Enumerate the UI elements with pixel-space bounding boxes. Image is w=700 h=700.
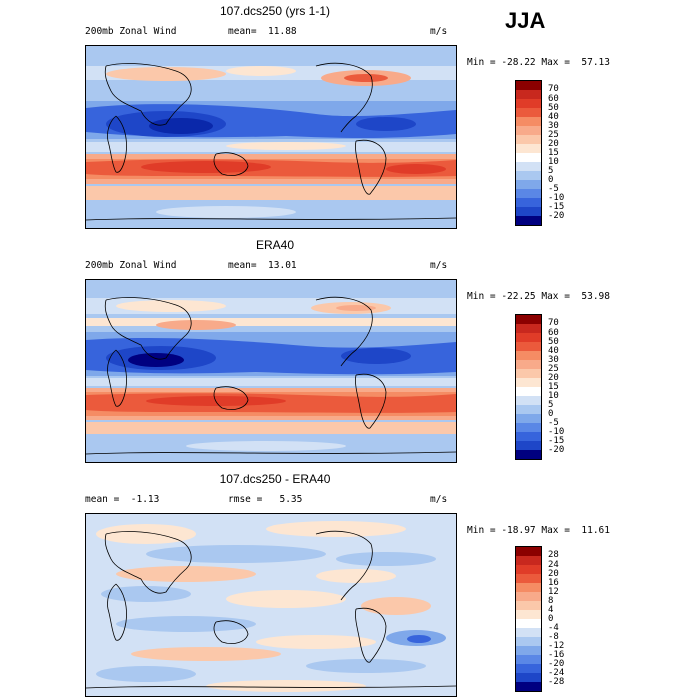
- tick-label: -20: [548, 445, 565, 455]
- tick-label: -5: [548, 184, 559, 194]
- panel-3-minmax: Min = -18.97 Max = 11.61: [467, 525, 610, 536]
- tick-label: 10: [548, 391, 559, 401]
- tick-label: -12: [548, 641, 565, 651]
- tick-label: 30: [548, 355, 559, 365]
- panel-3-title: 107.dcs250 - ERA40: [219, 472, 331, 486]
- tick-label: -20: [548, 659, 565, 669]
- tick-label: 40: [548, 112, 559, 122]
- panel-3-rmse: rmse = 5.35: [228, 494, 303, 505]
- tick-label: 50: [548, 337, 559, 347]
- tick-label: -8: [548, 632, 559, 642]
- tick-label: 20: [548, 569, 559, 579]
- panel-3-mean: mean = -1.13: [85, 494, 160, 505]
- tick-label: -4: [548, 623, 559, 633]
- tick-label: 70: [548, 84, 559, 94]
- panel-3-units: m/s: [430, 494, 448, 505]
- tick-label: 15: [548, 382, 559, 392]
- tick-label: 28: [548, 550, 559, 560]
- tick-label: 50: [548, 103, 559, 113]
- tick-label: -20: [548, 211, 565, 221]
- tick-label: 4: [548, 605, 554, 615]
- tick-label: -5: [548, 418, 559, 428]
- panel-1-minmax: Min = -28.22 Max = 57.13: [467, 57, 610, 68]
- panel-1-variable-label: 200mb Zonal Wind: [85, 26, 177, 37]
- tick-label: -28: [548, 677, 565, 687]
- tick-label: 0: [548, 614, 554, 624]
- tick-label: 25: [548, 364, 559, 374]
- panel-1-units: m/s: [430, 26, 448, 37]
- tick-label: 0: [548, 409, 554, 419]
- tick-label: 5: [548, 166, 554, 176]
- tick-label: -16: [548, 650, 565, 660]
- tick-label: 25: [548, 130, 559, 140]
- tick-label: 20: [548, 139, 559, 149]
- tick-label: -10: [548, 193, 565, 203]
- tick-label: 16: [548, 578, 559, 588]
- panel-1-title: 107.dcs250 (yrs 1-1): [219, 4, 331, 18]
- tick-label: 60: [548, 328, 559, 338]
- tick-label: 70: [548, 318, 559, 328]
- panel-2-minmax: Min = -22.25 Max = 53.98: [467, 291, 610, 302]
- panel-2-title: ERA40: [255, 238, 295, 252]
- tick-label: 8: [548, 596, 554, 606]
- panel-2-units: m/s: [430, 260, 448, 271]
- tick-label: 40: [548, 346, 559, 356]
- tick-label: 60: [548, 94, 559, 104]
- tick-label: 5: [548, 400, 554, 410]
- tick-label: 12: [548, 587, 559, 597]
- tick-label: 0: [548, 175, 554, 185]
- tick-label: -24: [548, 668, 565, 678]
- panel-2-variable-label: 200mb Zonal Wind: [85, 260, 177, 271]
- season-label: JJA: [505, 8, 546, 33]
- tick-label: -15: [548, 202, 565, 212]
- panel-2-map: [85, 279, 457, 463]
- panel-1-colorbar: [515, 80, 542, 226]
- tick-label: 10: [548, 157, 559, 167]
- panel-2-mean: mean= 13.01: [228, 260, 297, 271]
- panel-2-colorbar: [515, 314, 542, 460]
- tick-label: 15: [548, 148, 559, 158]
- tick-label: 24: [548, 560, 559, 570]
- tick-label: 30: [548, 121, 559, 131]
- panel-1-mean: mean= 11.88: [228, 26, 297, 37]
- tick-label: 20: [548, 373, 559, 383]
- tick-label: -15: [548, 436, 565, 446]
- panel-3-map: [85, 513, 457, 697]
- panel-1-map: [85, 45, 457, 229]
- tick-label: -10: [548, 427, 565, 437]
- panel-3-colorbar: [515, 546, 542, 692]
